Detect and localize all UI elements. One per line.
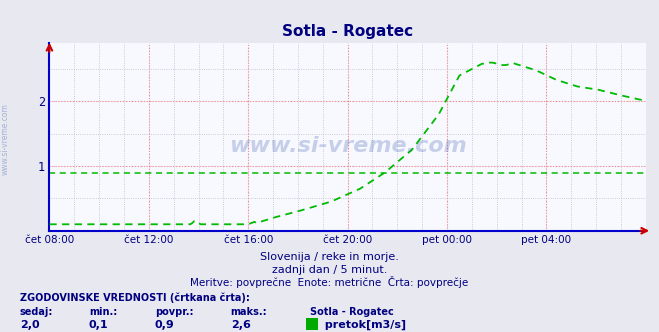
Text: ZGODOVINSKE VREDNOSTI (črtkana črta):: ZGODOVINSKE VREDNOSTI (črtkana črta):: [20, 292, 250, 303]
Text: maks.:: maks.:: [231, 307, 268, 317]
Text: Meritve: povprečne  Enote: metrične  Črta: povprečje: Meritve: povprečne Enote: metrične Črta:…: [190, 276, 469, 288]
Text: 2,0: 2,0: [20, 320, 40, 330]
Text: 2,6: 2,6: [231, 320, 250, 330]
Text: 0,1: 0,1: [89, 320, 109, 330]
Text: pretok[m3/s]: pretok[m3/s]: [321, 320, 406, 330]
Text: povpr.:: povpr.:: [155, 307, 193, 317]
Text: Slovenija / reke in morje.: Slovenija / reke in morje.: [260, 252, 399, 262]
Text: 0,9: 0,9: [155, 320, 175, 330]
Text: Sotla - Rogatec: Sotla - Rogatec: [310, 307, 393, 317]
Text: www.si-vreme.com: www.si-vreme.com: [1, 104, 10, 175]
Title: Sotla - Rogatec: Sotla - Rogatec: [282, 24, 413, 39]
Text: zadnji dan / 5 minut.: zadnji dan / 5 minut.: [272, 265, 387, 275]
Text: www.si-vreme.com: www.si-vreme.com: [229, 136, 467, 156]
Text: sedaj:: sedaj:: [20, 307, 53, 317]
Text: min.:: min.:: [89, 307, 117, 317]
